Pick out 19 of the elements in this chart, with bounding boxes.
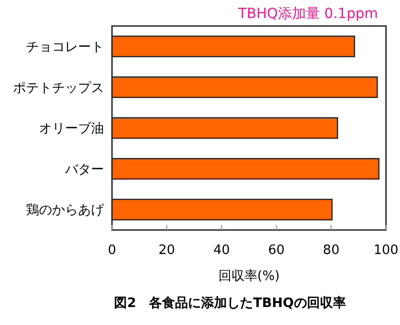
y-tick-label: ポテトチップス xyxy=(13,80,104,96)
x-tick-label: 20 xyxy=(158,243,176,258)
bar xyxy=(111,198,333,220)
x-tick-label: 0 xyxy=(108,243,116,258)
y-tick-label: オリーブ油 xyxy=(39,122,104,137)
x-tick-label: 40 xyxy=(213,243,230,258)
bar xyxy=(111,36,356,58)
x-tick-label: 80 xyxy=(322,243,340,258)
bar xyxy=(111,158,380,180)
bar xyxy=(111,117,338,139)
chart-title: TBHQ添加量 0.1ppm xyxy=(237,6,378,22)
bar xyxy=(111,76,378,98)
x-axis-title: 回収率(%) xyxy=(218,268,280,284)
y-tick-label: 鶏のからあげ xyxy=(26,203,105,218)
y-tick-label: チョコレート xyxy=(26,40,104,55)
x-tick-label: 100 xyxy=(374,243,398,258)
x-tick-label: 60 xyxy=(268,243,285,258)
caption: 図2 各食品に添加したTBHQの回収率 xyxy=(114,295,346,311)
y-tick-label: バター xyxy=(64,162,104,178)
